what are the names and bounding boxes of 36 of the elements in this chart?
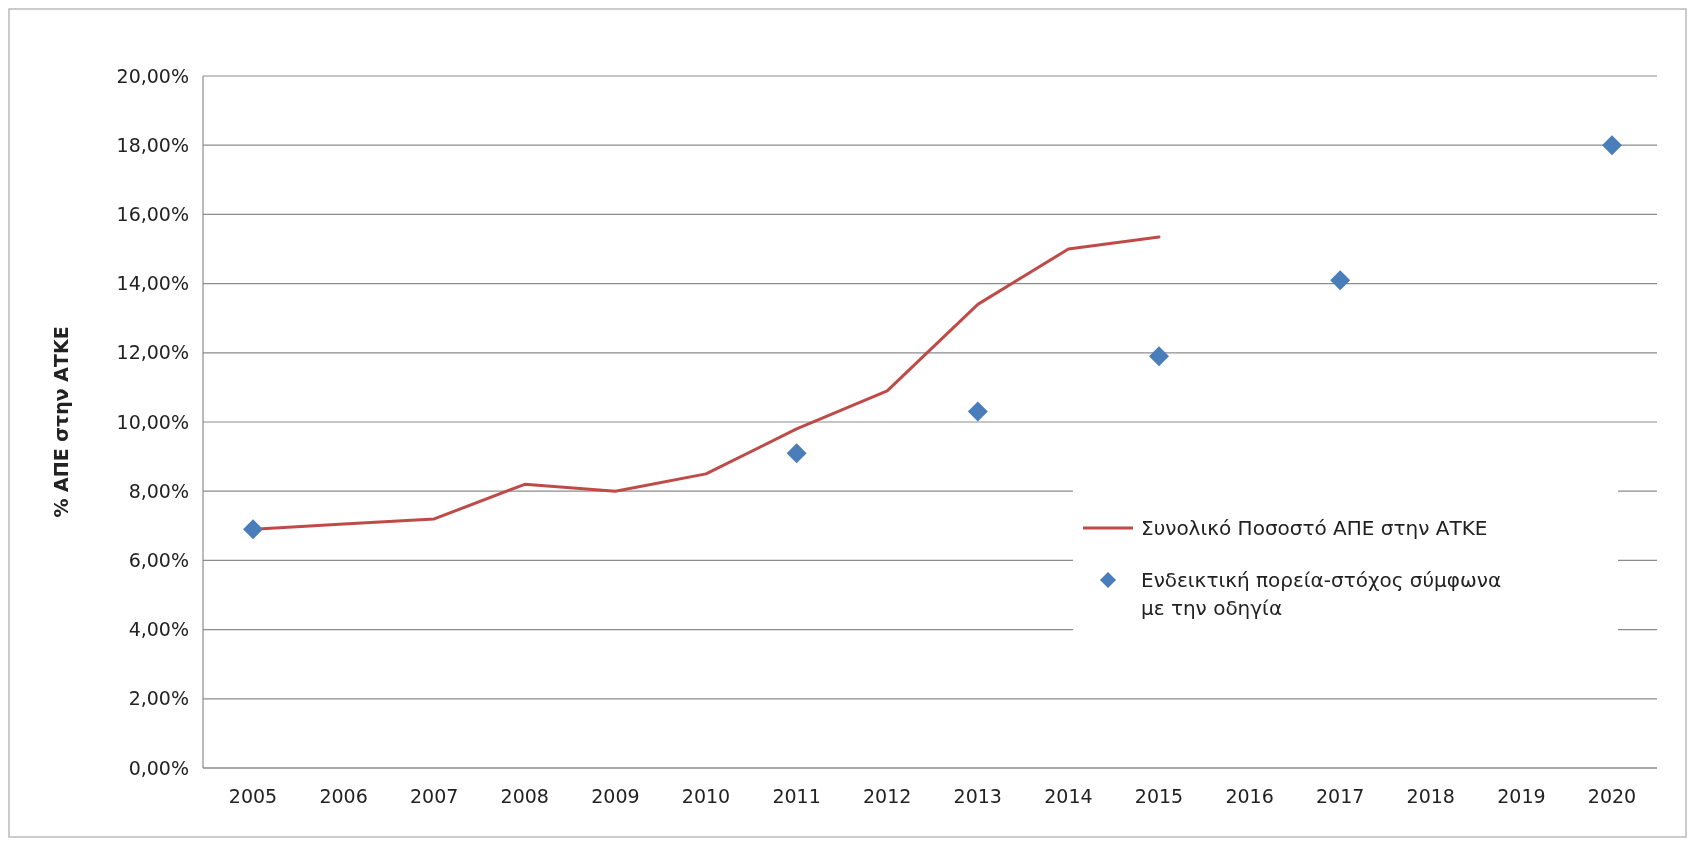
x-tick-label: 2006 (319, 785, 368, 807)
x-tick-label: 2014 (1044, 785, 1093, 807)
x-tick-label: 2013 (953, 785, 1002, 807)
x-tick-label: 2018 (1406, 785, 1455, 807)
legend-label: Ενδεικτική πορεία-στόχος σύμφωνα με την οδηγία (1141, 568, 1502, 620)
y-tick-label: 10,00% (116, 410, 189, 433)
point (1602, 135, 1622, 156)
y-tick-label: 12,00% (116, 341, 189, 364)
x-tick-label: 2009 (591, 785, 640, 807)
x-tick-label: 2011 (772, 785, 821, 807)
y-tick-label: 4,00% (128, 618, 189, 641)
y-tick-label: 8,00% (128, 479, 189, 502)
point (786, 443, 807, 464)
y-tick-label: 14,00% (116, 272, 189, 295)
legend-label: Συνολικό Ποσοστό ΑΠΕ στην ΑΤΚΕ (1141, 516, 1488, 540)
x-tick-label: 2007 (410, 785, 459, 807)
y-axis-title: % ΑΠΕ στην ΑΤΚΕ (50, 326, 72, 518)
point (967, 401, 988, 422)
y-tick-label: 20,00% (116, 64, 189, 87)
x-tick-label: 2020 (1587, 785, 1637, 807)
point (1330, 270, 1351, 291)
x-tick-label: 2017 (1316, 785, 1365, 807)
x-tick-label: 2008 (500, 785, 549, 807)
x-tick-label: 2019 (1497, 785, 1546, 807)
point (1149, 346, 1169, 367)
y-tick-label: 18,00% (116, 133, 189, 156)
x-tick-label: 2010 (681, 785, 731, 807)
y-tick-label: 6,00% (128, 549, 189, 572)
x-tick-label: 2005 (228, 785, 278, 807)
x-tick-label: 2015 (1134, 785, 1184, 807)
y-tick-label: 2,00% (128, 687, 189, 710)
point (243, 519, 263, 540)
y-tick-label: 16,00% (116, 203, 189, 226)
y-tick-label: 0,00% (128, 756, 189, 779)
x-tick-label: 2016 (1225, 785, 1274, 807)
x-tick-label: 2012 (863, 785, 912, 807)
